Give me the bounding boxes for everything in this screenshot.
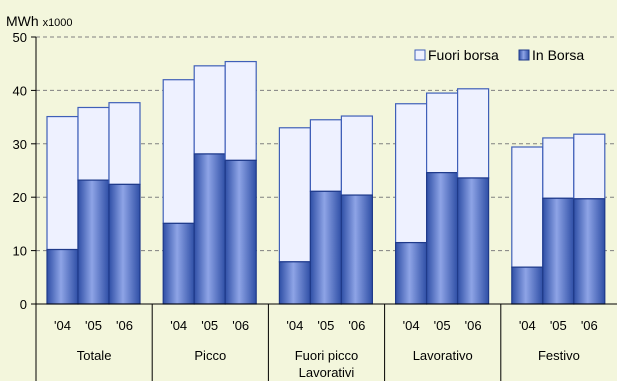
- x-group-label: Picco: [194, 348, 226, 363]
- bar-in-borsa: [162, 222, 195, 305]
- bar-fuori-borsa: [193, 65, 226, 155]
- bar-fuori-borsa: [77, 106, 110, 181]
- bar-in-borsa: [426, 172, 459, 305]
- bar-in-borsa: [108, 183, 141, 305]
- x-year-label: '06: [116, 318, 133, 333]
- x-group-label: Fuori picco: [295, 348, 359, 363]
- x-year-label: '04: [286, 318, 303, 333]
- bar-fuori-borsa: [511, 146, 544, 268]
- bar-in-borsa: [278, 261, 311, 305]
- x-year-label: '06: [465, 318, 482, 333]
- bar-fuori-borsa: [426, 92, 459, 174]
- bars: [46, 60, 606, 305]
- bar-in-borsa: [340, 194, 373, 305]
- x-year-label: '04: [170, 318, 187, 333]
- y-unit-multiplier: x1000: [43, 17, 73, 29]
- x-year-label: '05: [434, 318, 451, 333]
- x-year-label: '04: [403, 318, 420, 333]
- bar-in-borsa: [395, 241, 428, 305]
- x-group-label-line2: Lavorativi: [299, 365, 355, 380]
- bar-fuori-borsa: [224, 60, 257, 161]
- bar-fuori-borsa: [162, 79, 195, 224]
- x-year-label: '06: [232, 318, 249, 333]
- y-unit-label: MWh x1000: [6, 13, 73, 29]
- x-group-label: Lavorativo: [413, 348, 473, 363]
- bar-in-borsa: [309, 190, 342, 305]
- bar-in-borsa: [46, 248, 79, 305]
- x-year-label: '05: [85, 318, 102, 333]
- legend: Fuori borsa In Borsa: [414, 47, 584, 63]
- x-year-label: '04: [54, 318, 71, 333]
- bar-in-borsa: [573, 198, 606, 305]
- x-year-label: '05: [201, 318, 218, 333]
- bar-in-borsa: [193, 153, 226, 305]
- bar-fuori-borsa: [278, 127, 311, 263]
- bar-fuori-borsa: [108, 102, 141, 185]
- bar-fuori-borsa: [457, 88, 490, 179]
- legend-label-in-borsa: In Borsa: [532, 47, 584, 63]
- bar-fuori-borsa: [573, 133, 606, 200]
- y-tick-label: 0: [20, 297, 27, 312]
- bar-in-borsa: [77, 179, 110, 305]
- legend-swatch-fuori-borsa: [414, 49, 426, 61]
- y-tick-label: 40: [13, 83, 27, 98]
- bar-fuori-borsa: [395, 103, 428, 244]
- x-year-label: '04: [519, 318, 536, 333]
- x-year-label: '05: [550, 318, 567, 333]
- x-year-label: '06: [581, 318, 598, 333]
- y-tick-label: 20: [13, 190, 27, 205]
- x-group-label: Totale: [77, 348, 112, 363]
- bar-fuori-borsa: [340, 115, 373, 196]
- x-year-label: '06: [348, 318, 365, 333]
- bar-fuori-borsa: [46, 115, 79, 251]
- legend-label-fuori-borsa: Fuori borsa: [428, 47, 499, 63]
- y-unit-main: MWh: [6, 13, 39, 29]
- y-tick-labels: 0 10 20 30 40 50: [13, 30, 36, 312]
- bar-in-borsa: [224, 159, 257, 305]
- y-tick-label: 30: [13, 137, 27, 152]
- bar-fuori-borsa: [309, 119, 342, 192]
- bar-in-borsa: [511, 266, 544, 305]
- bar-fuori-borsa: [542, 137, 575, 199]
- bar-in-borsa: [457, 177, 490, 305]
- legend-swatch-in-borsa: [518, 49, 530, 61]
- y-tick-label: 10: [13, 244, 27, 259]
- x-axis: '04 '05 '06 Totale '04 '05 '06 Picco '04 '05 '06 Fu…: [35, 37, 617, 381]
- x-year-label: '05: [317, 318, 334, 333]
- bar-in-borsa: [542, 197, 575, 305]
- y-tick-label: 50: [13, 30, 27, 45]
- x-group-label: Festivo: [538, 348, 580, 363]
